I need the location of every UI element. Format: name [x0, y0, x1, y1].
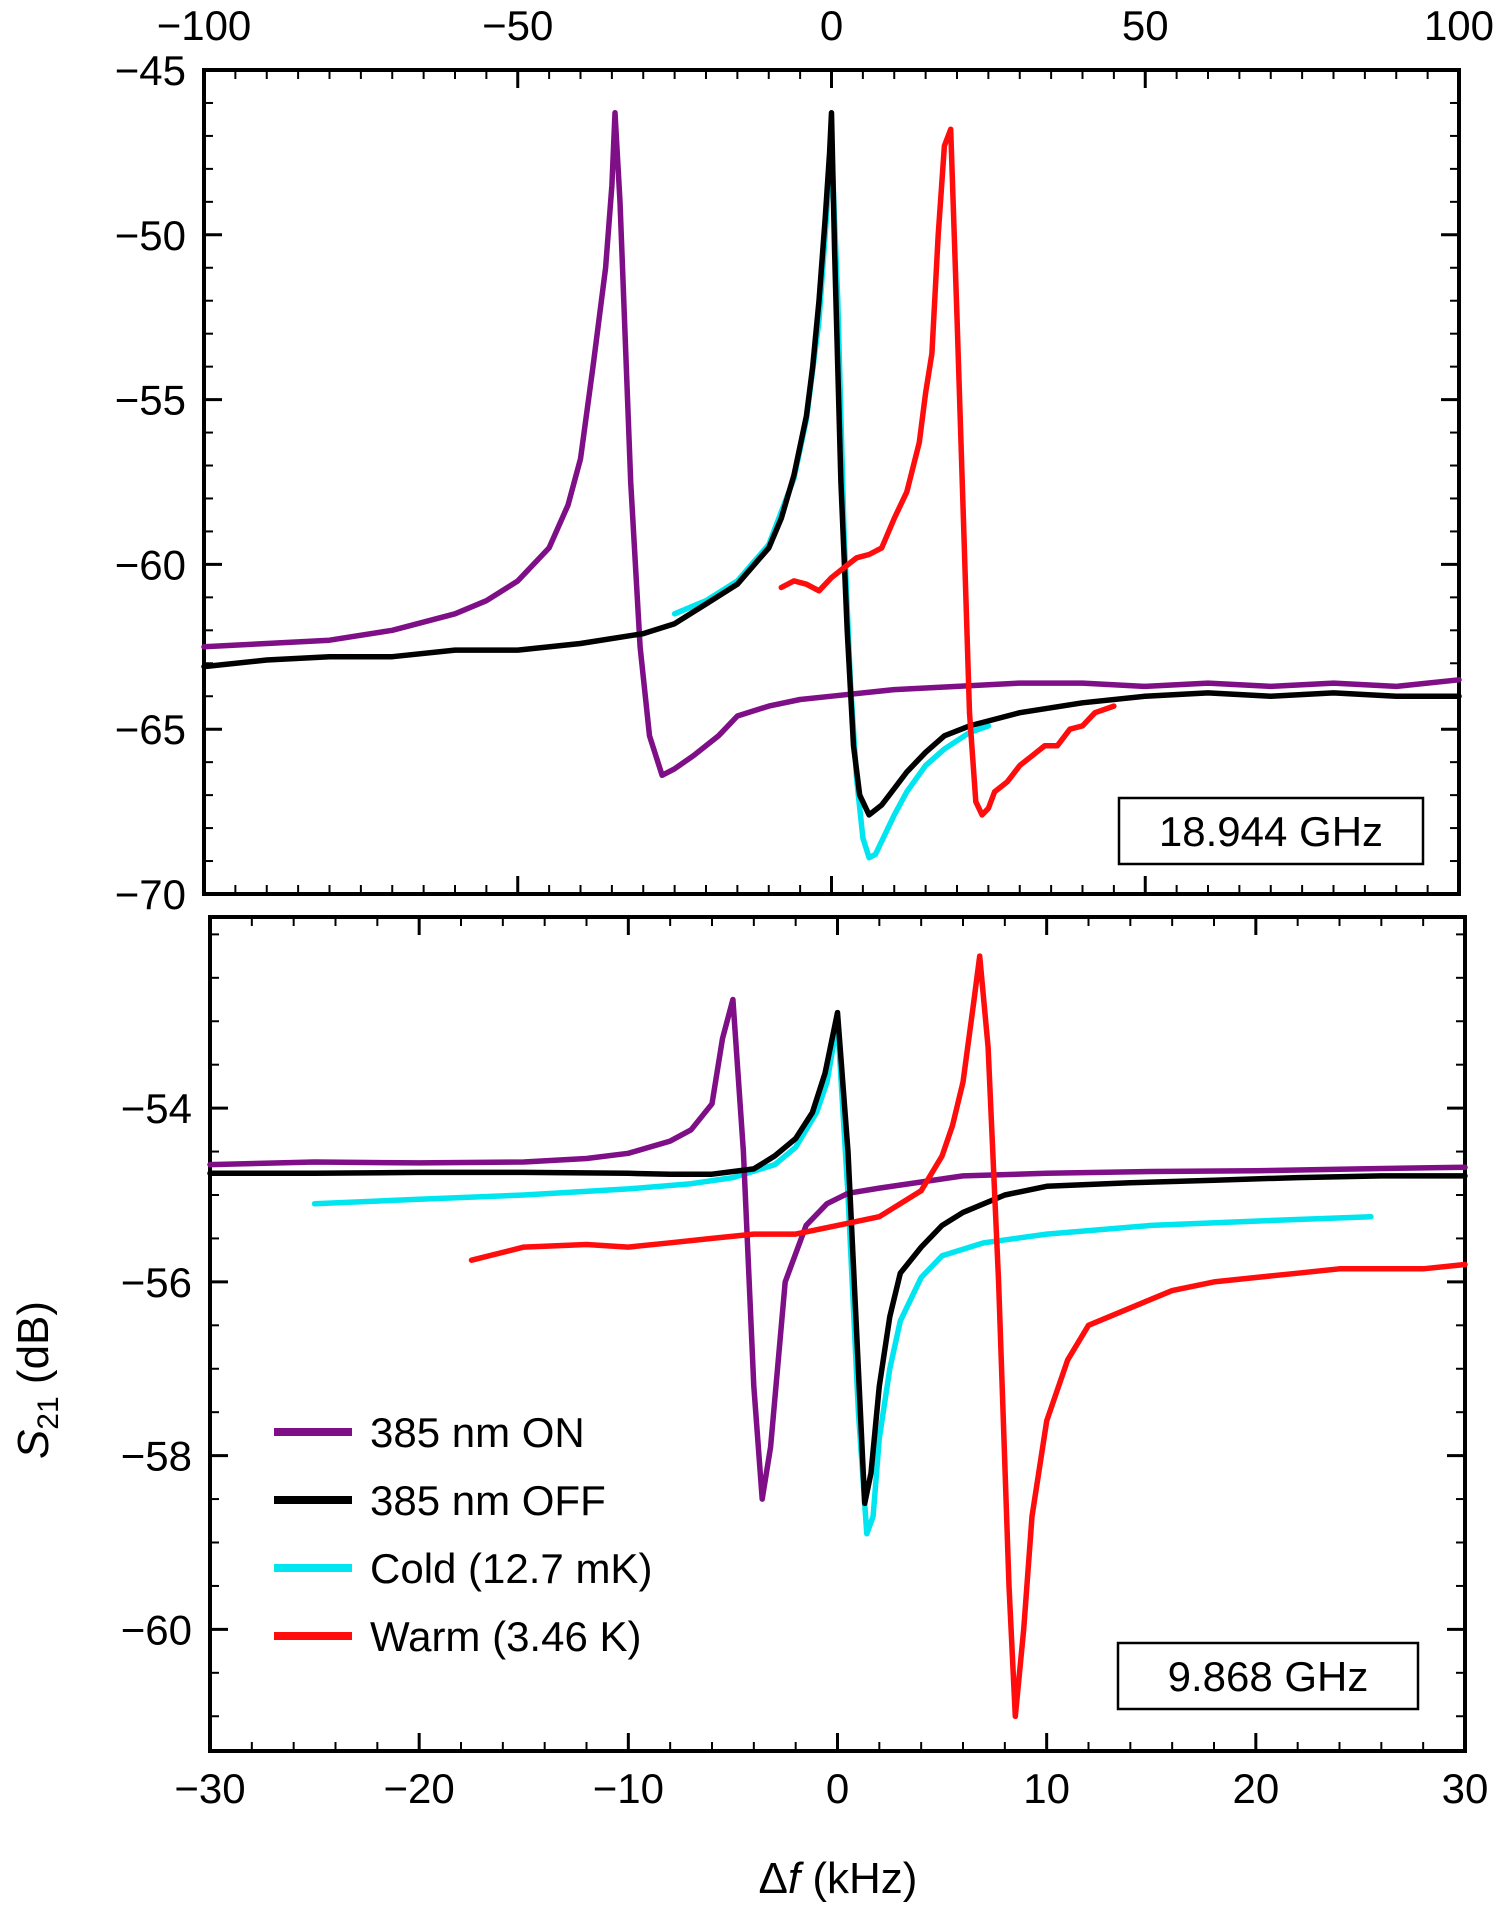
- top-series: [201, 110, 1462, 861]
- bottom-series-warm-3-46-k: [468, 953, 1468, 1720]
- y-tick-label: −45: [115, 47, 186, 94]
- bottom-ticks: −30 −20 −10 0 10 20 30 −60 −58 −56 −54: [121, 917, 1489, 1812]
- y-tick-label: −58: [121, 1433, 192, 1480]
- x-tick-label-top: 0: [820, 2, 843, 49]
- bottom-frequency-label: 9.868 GHz: [1168, 1653, 1369, 1700]
- bottom-series: [207, 953, 1468, 1720]
- top-series-warm-3-46-k: [778, 126, 1117, 818]
- x-tick-label-top: 50: [1122, 2, 1169, 49]
- legend-label-cold: Cold (12.7 mK): [370, 1545, 652, 1592]
- legend-label-warm: Warm (3.46 K): [370, 1613, 641, 1660]
- bottom-frequency-box-frame: [1116, 1641, 1420, 1711]
- top-series-385-nm-on: [201, 110, 1462, 779]
- x-tick-label-top: 100: [1424, 2, 1494, 49]
- top-ticks: −100 −50 0 50 100 −70 −65 −60 −55 −50 −45: [115, 2, 1494, 918]
- x-tick-label: 10: [1023, 1765, 1070, 1812]
- x-tick-label: 0: [826, 1765, 849, 1812]
- top-frequency-box-frame: [1117, 796, 1425, 866]
- bottom-series-385-nm-off: [207, 1009, 1468, 1507]
- x-tick-label: 20: [1232, 1765, 1279, 1812]
- x-tick-label: −20: [384, 1765, 455, 1812]
- bottom-series-385-nm-on: [207, 996, 1468, 1502]
- legend: 385 nm ON 385 nm OFF Cold (12.7 mK) Warm…: [274, 1409, 652, 1660]
- bottom-frequency-box: 9.868 GHz: [1116, 1641, 1420, 1711]
- y-tick-label: −55: [115, 377, 186, 424]
- top-panel: −100 −50 0 50 100 −70 −65 −60 −55 −50 −45 18.944 G…: [115, 2, 1494, 918]
- top-frequency-box: 18.944 GHz: [1117, 796, 1425, 866]
- x-tick-label-top: −50: [482, 2, 553, 49]
- x-tick-label-top: −100: [157, 2, 252, 49]
- y-tick-label: −56: [121, 1259, 192, 1306]
- y-tick-label: −50: [115, 212, 186, 259]
- x-tick-label: 30: [1442, 1765, 1489, 1812]
- y-tick-label: −60: [115, 541, 186, 588]
- x-tick-label: −10: [593, 1765, 664, 1812]
- top-series-cold-12-7-mk: [671, 139, 992, 861]
- x-tick-label: −30: [174, 1765, 245, 1812]
- y-tick-label: −70: [115, 871, 186, 918]
- top-frequency-label: 18.944 GHz: [1159, 808, 1383, 855]
- x-axis-label: Δf (kHz): [759, 1854, 918, 1903]
- y-tick-label: −54: [121, 1085, 192, 1132]
- y-tick-label: −60: [121, 1606, 192, 1653]
- legend-label-on: 385 nm ON: [370, 1409, 585, 1456]
- legend-label-off: 385 nm OFF: [370, 1477, 606, 1524]
- y-axis-label: S21 (dB): [9, 1301, 65, 1459]
- top-series-385-nm-off: [201, 110, 1462, 818]
- bottom-panel: −30 −20 −10 0 10 20 30 −60 −58 −56 −54 9.868 GHz 3…: [121, 915, 1489, 1812]
- y-tick-label: −65: [115, 706, 186, 753]
